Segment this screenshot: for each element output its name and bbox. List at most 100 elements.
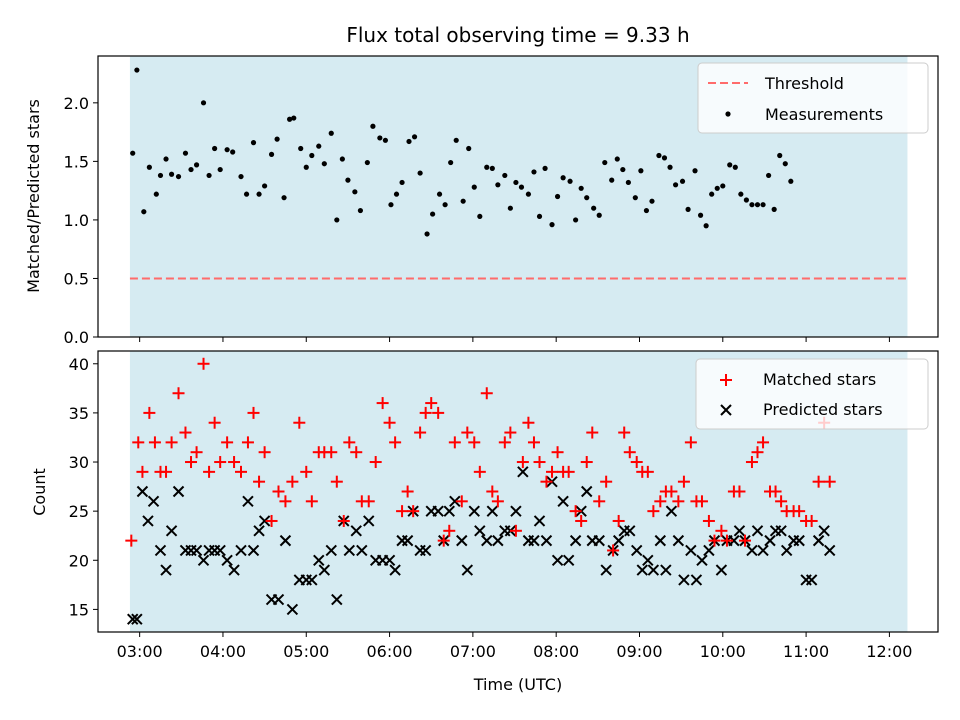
matched-legend-swatch <box>720 374 732 386</box>
bottom-axes: 15 20 25 30 35 40 03:00 04:00 05:00 06:00 07:00 08… <box>30 350 939 694</box>
measurement-point <box>525 191 532 197</box>
measurement-point <box>146 164 152 170</box>
bottom-legend-box <box>695 358 929 430</box>
measurement-point <box>188 166 194 173</box>
matched-star-point <box>419 406 432 419</box>
measurement-point <box>643 207 650 214</box>
matched-star-point <box>509 524 522 537</box>
matched-star-point <box>504 426 517 439</box>
predicted-star-point <box>383 554 396 566</box>
matched-star-point <box>641 465 654 478</box>
predicted-star-point <box>221 554 233 566</box>
measurement-point <box>549 222 555 228</box>
matched-star-point <box>600 475 613 488</box>
predicted-star-point <box>775 525 787 537</box>
predicted-star-point <box>389 564 401 576</box>
measurement-point <box>614 156 620 162</box>
matched-star-point <box>647 505 660 518</box>
x-tick-label: 12:00 <box>866 642 912 661</box>
predicted-star-point <box>258 515 271 527</box>
measurement-point <box>656 152 662 159</box>
measurement-point <box>291 115 297 121</box>
predicted-star-point <box>363 515 375 527</box>
measurement-point <box>364 159 370 166</box>
bottom-y-tick-label: 30 <box>69 453 89 472</box>
bottom-y-ticks: 15 20 25 30 35 40 <box>69 355 98 619</box>
matched-star-point <box>235 465 248 478</box>
predicted-star-point <box>318 564 331 576</box>
matched-star-point <box>623 446 636 459</box>
x-tick-label: 04:00 <box>200 642 246 661</box>
measurement-point <box>484 164 490 170</box>
predicted-star-point <box>562 554 575 566</box>
predicted-star-point <box>540 534 553 547</box>
bottom-y-tick-label: 20 <box>69 551 89 570</box>
measurement-point <box>743 197 749 203</box>
predicted-star-point <box>780 544 793 557</box>
matched-star-point <box>586 426 599 439</box>
top-legend-box <box>697 62 929 134</box>
measurement-point <box>274 136 280 142</box>
measurement-point <box>531 169 537 175</box>
matched-legend-label: Matched stars <box>763 370 876 389</box>
predicted-star-point <box>228 564 240 576</box>
measurement-point <box>749 202 755 208</box>
measurement-point <box>760 202 766 208</box>
matched-star-point <box>733 485 746 498</box>
matched-star-point <box>522 416 535 429</box>
measurement-point <box>224 147 230 153</box>
predicted-legend-label: Predicted stars <box>763 400 883 419</box>
matched-star-point <box>396 505 409 518</box>
matched-star-point <box>715 524 728 537</box>
top-y-axis-label: Matched/Predicted stars <box>24 99 43 293</box>
measurement-point <box>782 161 788 167</box>
predicted-star-point <box>510 505 522 517</box>
measurement-point <box>430 211 436 217</box>
measurement-point <box>703 223 709 229</box>
measurement-point <box>175 173 182 180</box>
matched-star-point <box>793 505 806 518</box>
matched-star-point <box>376 397 389 410</box>
measurement-point <box>309 152 315 159</box>
measurement-point <box>321 161 327 167</box>
predicted-star-point <box>624 525 636 537</box>
bottom-x-ticks: 03:00 04:00 05:00 06:00 07:00 08:00 09:00 10:00… <box>117 632 912 661</box>
measurement-point <box>661 155 668 161</box>
matched-star-point <box>132 436 145 449</box>
predicted-star-point <box>612 534 625 547</box>
measurement-point <box>399 179 405 186</box>
top-x-ticks <box>139 337 890 342</box>
predicted-star-point <box>481 534 493 547</box>
matched-star-point <box>569 505 582 518</box>
predicted-star-point <box>486 505 499 517</box>
matched-star-point <box>401 485 414 498</box>
predicted-star-point <box>733 525 746 537</box>
matched-star-point <box>343 436 356 449</box>
predicted-star-point <box>517 466 529 478</box>
predicted-star-point <box>805 574 818 586</box>
predicted-stars-points <box>127 466 836 625</box>
matched-star-point <box>720 534 733 547</box>
measurement-point <box>536 213 543 220</box>
bottom-axes-frame <box>97 350 939 633</box>
top-y-ticks: 0.0 0.5 1.0 1.5 2.0 <box>64 94 98 347</box>
matched-star-point <box>432 406 445 419</box>
measurement-point <box>632 195 638 201</box>
matched-star-point <box>593 495 606 508</box>
predicted-star-point <box>812 534 825 547</box>
matched-star-point <box>437 534 450 547</box>
predicted-star-point <box>600 564 612 576</box>
measurement-legend-swatch <box>725 111 731 117</box>
matched-star-point <box>337 514 350 527</box>
predicted-star-point <box>242 495 254 508</box>
measurement-point <box>345 177 351 183</box>
measurement-point <box>250 140 257 146</box>
matched-star-point <box>241 436 254 449</box>
measurement-point <box>448 159 454 166</box>
matched-star-point <box>247 406 260 419</box>
measurement-point <box>287 116 293 122</box>
matched-star-point <box>461 426 474 439</box>
measurement-point <box>591 205 597 211</box>
measurement-point <box>771 206 777 212</box>
